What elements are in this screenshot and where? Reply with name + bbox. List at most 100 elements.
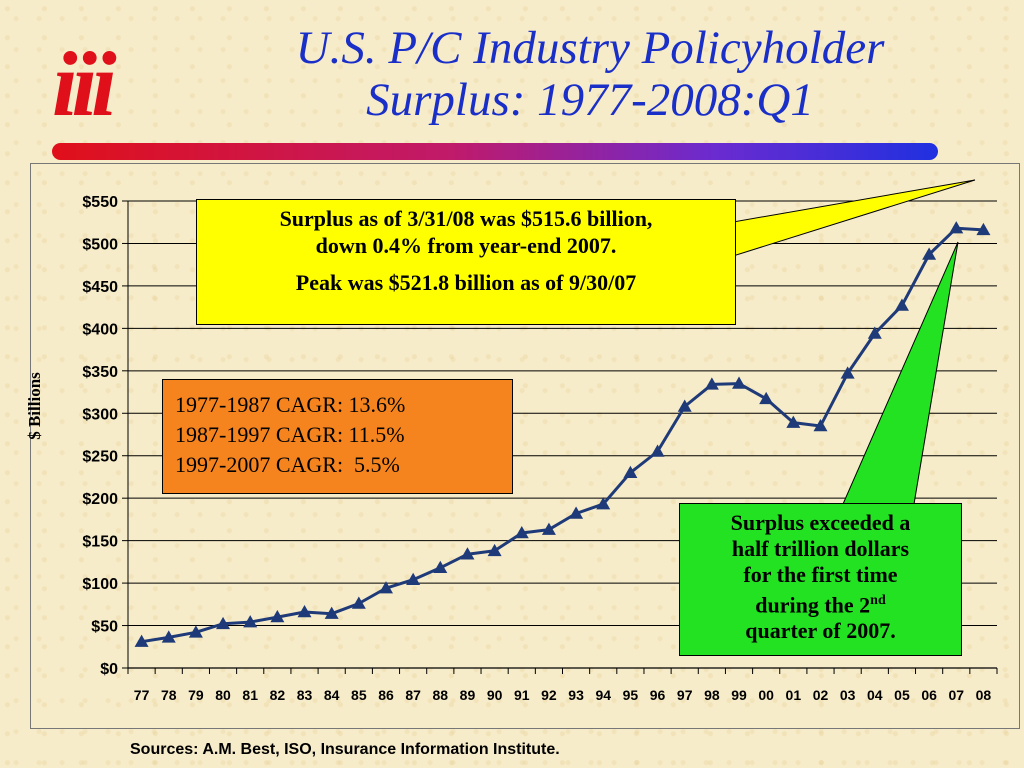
x-tick-label: 99: [731, 687, 747, 703]
x-tick-label: 84: [324, 687, 340, 703]
data-point-marker: [351, 596, 366, 609]
y-tick-label: $250: [82, 449, 118, 466]
data-point-marker: [704, 377, 719, 390]
x-tick-label: 89: [460, 687, 476, 703]
cagr-line-3: 1997-2007 CAGR: 5.5%: [175, 452, 400, 477]
y-tick-label: $350: [82, 364, 118, 381]
chart-frame: [30, 163, 1020, 729]
x-tick-label: 87: [405, 687, 421, 703]
y-tick-label: $100: [82, 576, 118, 593]
x-tick-label: 08: [976, 687, 992, 703]
x-tick-label: 96: [650, 687, 666, 703]
half-trillion-callout: Surplus exceeded a half trillion dollars…: [679, 503, 962, 656]
title-line-1: U.S. P/C Industry Policyholder: [295, 22, 885, 74]
x-tick-label: 91: [514, 687, 530, 703]
data-point-marker: [976, 222, 991, 236]
x-tick-label: 97: [677, 687, 693, 703]
y-tick-label: $500: [82, 236, 118, 253]
data-point-marker: [677, 399, 692, 412]
x-tick-label: 03: [840, 687, 856, 703]
data-point-marker: [922, 247, 937, 260]
data-point-marker: [270, 610, 285, 623]
data-point-marker: [867, 326, 882, 339]
page-title: U.S. P/C Industry Policyholder Surplus: …: [175, 22, 1005, 126]
x-tick-label: 02: [813, 687, 829, 703]
x-tick-label: 80: [215, 687, 231, 703]
iii-logo: iii: [52, 33, 117, 135]
x-tick-label: 04: [867, 687, 883, 703]
data-point-marker: [569, 506, 584, 519]
data-point-marker: [406, 572, 421, 585]
data-point-marker: [541, 522, 556, 535]
x-tick-label: 92: [541, 687, 557, 703]
yellow-callout-line-3: Peak was $521.8 billion as of 9/30/07: [295, 270, 637, 295]
data-point-marker: [378, 581, 393, 594]
y-tick-label: $400: [82, 321, 118, 338]
data-point-marker: [596, 497, 611, 510]
y-tick-label: $50: [91, 619, 118, 636]
data-point-marker: [623, 465, 638, 478]
green-callout-line-2: half trillion dollars: [731, 536, 910, 561]
cagr-line-2: 1987-1997 CAGR: 11.5%: [175, 422, 405, 447]
data-point-marker: [949, 221, 964, 234]
data-point-marker: [514, 525, 529, 539]
green-callout-line-3: for the first time: [743, 562, 898, 587]
yellow-callout-line-1: Surplus as of 3/31/08 was $515.6 billion…: [279, 206, 653, 231]
green-callout-line-4: during the 2nd: [755, 592, 886, 618]
data-point-marker: [840, 366, 855, 379]
data-point-marker: [216, 616, 231, 630]
x-tick-label: 88: [433, 687, 449, 703]
x-tick-label: 07: [948, 687, 964, 703]
data-point-marker: [433, 560, 448, 574]
x-tick-label: 06: [921, 687, 937, 703]
y-tick-label: $200: [82, 491, 118, 508]
data-point-marker: [786, 415, 801, 428]
y-tick-label: $300: [82, 406, 118, 423]
data-point-marker: [894, 298, 909, 311]
x-tick-label: 82: [270, 687, 286, 703]
x-tick-label: 90: [487, 687, 503, 703]
x-tick-label: 79: [188, 687, 204, 703]
y-tick-label: $0: [100, 661, 118, 678]
data-point-marker: [813, 419, 828, 432]
x-tick-label: 86: [378, 687, 394, 703]
x-tick-label: 00: [758, 687, 774, 703]
x-tick-label: 78: [161, 687, 177, 703]
y-tick-label: $450: [82, 279, 118, 296]
x-tick-label: 94: [595, 687, 611, 703]
cagr-callout: 1977-1987 CAGR: 13.6% 1987-1997 CAGR: 11…: [162, 379, 513, 494]
x-tick-label: 05: [894, 687, 910, 703]
y-tick-label: $550: [82, 194, 118, 211]
title-line-2: Surplus: 1977-2008:Q1: [366, 74, 814, 126]
data-point-marker: [650, 444, 665, 457]
data-point-marker: [732, 376, 747, 389]
data-point-marker: [460, 547, 475, 560]
x-tick-label: 01: [786, 687, 802, 703]
data-point-marker: [324, 606, 339, 619]
title-underline-bar: [52, 143, 938, 160]
data-point-marker: [134, 634, 149, 647]
green-callout-pointer: [842, 241, 959, 505]
green-callout-line-1: Surplus exceeded a: [730, 510, 911, 535]
x-tick-label: 83: [297, 687, 313, 703]
sources-footnote: Sources: A.M. Best, ISO, Insurance Infor…: [130, 741, 560, 758]
data-point-marker: [188, 625, 203, 638]
y-tick-label: $150: [82, 534, 118, 551]
data-point-marker: [487, 543, 502, 557]
surplus-series-line: [141, 226, 984, 644]
data-point-marker: [297, 604, 312, 618]
peak-surplus-callout: Surplus as of 3/31/08 was $515.6 billion…: [196, 199, 736, 325]
x-tick-label: 81: [242, 687, 258, 703]
green-callout-line-5: quarter of 2007.: [745, 618, 896, 644]
x-tick-label: 77: [134, 687, 150, 703]
x-tick-label: 93: [568, 687, 584, 703]
data-point-marker: [759, 391, 774, 405]
y-axis-label: $ Billions: [25, 372, 44, 440]
data-point-marker: [243, 615, 258, 628]
x-tick-label: 95: [623, 687, 639, 703]
x-tick-label: 98: [704, 687, 720, 703]
yellow-callout-line-2: down 0.4% from year-end 2007.: [315, 233, 617, 258]
cagr-line-1: 1977-1987 CAGR: 13.6%: [175, 392, 406, 417]
x-tick-label: 85: [351, 687, 367, 703]
